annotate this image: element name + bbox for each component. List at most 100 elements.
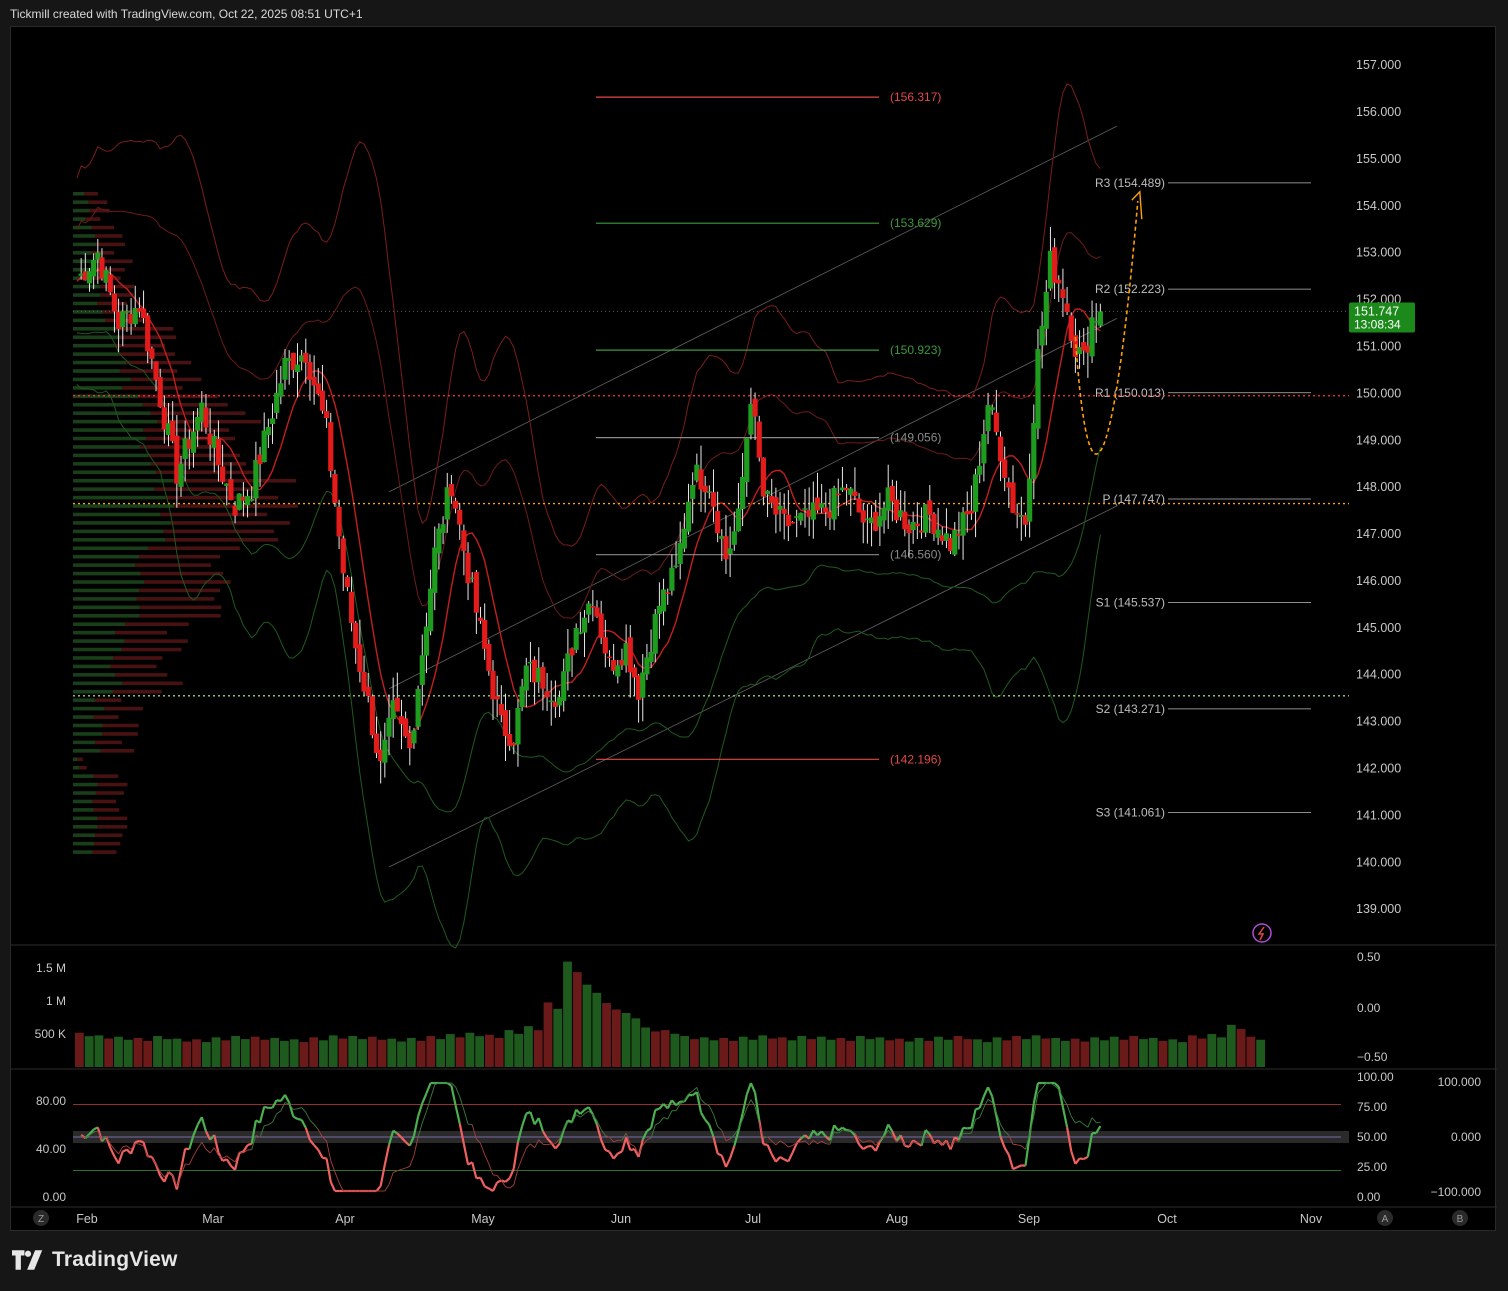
signal-line-segment <box>713 1114 719 1127</box>
rsi-line-segment <box>271 1099 278 1109</box>
signal-line-segment <box>908 1141 914 1147</box>
candle-body <box>802 508 808 510</box>
candle-body <box>378 749 384 762</box>
candle-body <box>573 627 579 650</box>
rsi-line-segment <box>479 1177 486 1187</box>
candle-body <box>307 361 313 380</box>
volume-profile-bar <box>73 740 95 745</box>
candle-body <box>523 665 529 691</box>
signal-line-segment <box>405 1165 410 1169</box>
candle-body <box>498 704 504 716</box>
signal-line-segment <box>883 1130 889 1138</box>
x-axis-label: Nov <box>1300 1212 1323 1226</box>
signal-line-segment <box>663 1117 668 1120</box>
rsi-line-segment <box>412 1116 420 1137</box>
signal-line-segment <box>1033 1092 1039 1117</box>
rsi-line-segment <box>297 1117 302 1121</box>
rsi-line-segment <box>625 1137 632 1151</box>
volume-profile-bar <box>73 470 157 475</box>
volume-bar <box>1080 1041 1090 1067</box>
candle-body <box>789 522 796 524</box>
signal-line-segment <box>384 1184 390 1192</box>
volume-profile-bar <box>73 563 136 567</box>
signal-line-segment <box>326 1141 332 1161</box>
signal-line-segment <box>995 1112 1001 1125</box>
candle-body <box>344 577 350 588</box>
signal-line-segment <box>143 1145 149 1157</box>
volume-profile-bar <box>95 833 123 838</box>
band-lower-inner <box>76 331 1101 813</box>
volume-bar <box>1060 1040 1070 1067</box>
rsi-line-segment <box>1012 1166 1018 1171</box>
candle-body <box>527 661 534 664</box>
volume-bar <box>543 1002 553 1067</box>
volume-bar <box>641 1027 650 1067</box>
volume-profile-bar <box>73 428 144 432</box>
candle-body <box>440 524 446 534</box>
volume-bar <box>465 1032 475 1067</box>
lightning-icon-bolt <box>1257 926 1265 941</box>
volume-profile-bar <box>114 343 166 348</box>
rsi-line-segment <box>666 1099 673 1109</box>
candle-body <box>773 497 779 515</box>
price-tick-label: 156.000 <box>1356 105 1401 119</box>
candle-body <box>702 485 708 493</box>
signal-line-segment <box>172 1175 178 1187</box>
candle-body <box>698 469 704 490</box>
volume-bar <box>592 992 602 1067</box>
volume-bar <box>289 1039 299 1067</box>
candle-body <box>968 510 974 514</box>
volume-bar <box>553 1008 563 1067</box>
candle-body <box>544 691 550 698</box>
rsi-line-segment <box>630 1148 635 1152</box>
volume-bar <box>172 1038 182 1067</box>
candle-body <box>348 591 355 623</box>
signal-line-segment <box>459 1096 465 1110</box>
candle-body <box>989 407 995 411</box>
volume-profile-bar <box>121 647 182 652</box>
rsi-line-segment <box>400 1136 407 1143</box>
signal-line-segment <box>991 1102 997 1113</box>
price-chart[interactable]: (156.317) (153.629) (150.923) (149.056) (146… <box>11 27 1497 1232</box>
signal-line-segment <box>1037 1088 1043 1094</box>
signal-line-segment <box>925 1133 931 1138</box>
pivot-label: S1 (145.537) <box>1096 596 1165 610</box>
volume-bar <box>387 1038 397 1067</box>
signal-line-segment <box>268 1121 273 1126</box>
volume-bar <box>162 1039 172 1067</box>
candle-body <box>694 464 700 481</box>
candle-body <box>627 637 633 673</box>
candle-body <box>282 357 288 380</box>
signal-line-segment <box>151 1157 157 1165</box>
volume-profile-bar <box>73 293 101 297</box>
signal-line-segment <box>696 1087 702 1100</box>
candle-body <box>211 435 217 448</box>
candle-body <box>411 730 417 744</box>
candle-body <box>972 474 979 512</box>
candle-body <box>215 439 222 466</box>
candle-body <box>415 689 421 727</box>
rsi-line-segment <box>379 1164 386 1187</box>
volume-profile-bar <box>97 782 128 787</box>
price-tick-label: 153.000 <box>1356 246 1401 260</box>
channel-line-upper <box>388 125 1118 493</box>
volume-bar <box>709 1040 719 1067</box>
candle-body <box>107 274 113 293</box>
volume-bar <box>182 1041 192 1067</box>
price-tick-label: 141.000 <box>1356 808 1401 822</box>
candle-body <box>519 686 525 708</box>
volume-profile-bar <box>73 369 120 373</box>
rsi-line-segment <box>853 1134 861 1145</box>
rsi-line-segment <box>329 1181 336 1192</box>
rsi-line-segment <box>970 1109 977 1129</box>
volume-profile-bar <box>73 360 127 365</box>
signal-line-segment <box>251 1135 257 1150</box>
osc2-right-tick-label: −100.000 <box>1431 1185 1482 1199</box>
price-tick-label: 150.000 <box>1356 386 1401 400</box>
chart-frame[interactable]: (156.317) (153.629) (150.923) (149.056) (146… <box>10 26 1497 1232</box>
rsi-line-segment <box>717 1152 723 1157</box>
rsi-line-segment <box>620 1137 628 1152</box>
rsi-line-segment <box>600 1139 607 1151</box>
price-tick-label: 147.000 <box>1356 527 1401 541</box>
volume-profile-bar <box>119 369 178 373</box>
